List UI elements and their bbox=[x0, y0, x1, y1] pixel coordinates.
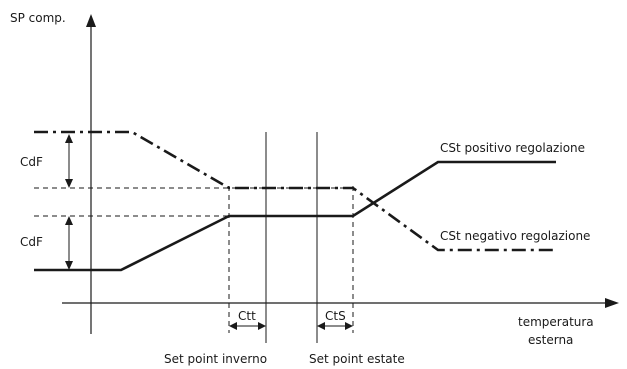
cdf-lower-label: CdF bbox=[20, 235, 43, 249]
negative-curve-label: CSt negativo regolazione bbox=[440, 229, 590, 243]
cdf-upper-label: CdF bbox=[20, 155, 43, 169]
summer-setpoint-label: Set point estate bbox=[309, 352, 405, 366]
y-axis-label: SP comp. bbox=[10, 11, 66, 25]
winter-setpoint-label: Set point inverno bbox=[164, 352, 267, 366]
cts-arrowhead-right bbox=[345, 322, 353, 330]
y-axis-arrow bbox=[86, 14, 96, 27]
positive-compensation-curve bbox=[34, 160, 556, 272]
ctt-label: Ctt bbox=[238, 309, 256, 323]
cdf-upper-arrowhead-top bbox=[65, 134, 73, 143]
negative-compensation-curve bbox=[34, 130, 556, 252]
x-axis-arrow bbox=[605, 298, 619, 308]
cts-arrowhead-left bbox=[317, 322, 325, 330]
cts-label: CtS bbox=[325, 309, 346, 323]
x-axis-label-line2: esterna bbox=[528, 333, 573, 347]
positive-curve-label: CSt positivo regolazione bbox=[440, 141, 585, 155]
ctt-arrowhead-right bbox=[258, 322, 266, 330]
cdf-lower-arrowhead-top bbox=[65, 216, 73, 225]
cdf-lower-arrowhead-bottom bbox=[65, 261, 73, 270]
cdf-upper-arrowhead-bottom bbox=[65, 179, 73, 188]
ctt-arrowhead-left bbox=[229, 322, 237, 330]
x-axis-label-line1: temperatura bbox=[518, 315, 594, 329]
